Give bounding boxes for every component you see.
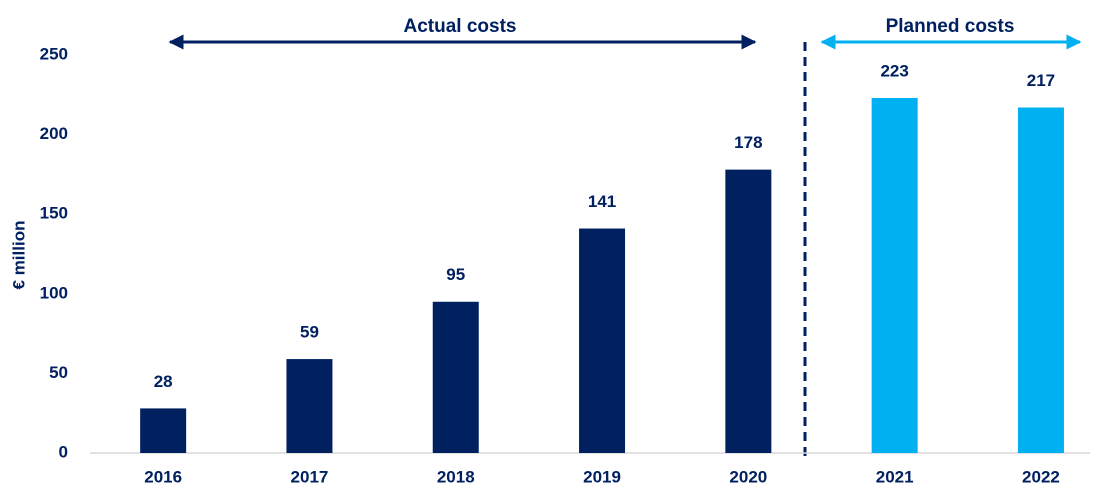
bar — [871, 97, 918, 453]
y-tick-label: 150 — [40, 204, 68, 223]
x-tick-label: 2020 — [729, 467, 767, 486]
x-tick-label: 2021 — [876, 467, 914, 486]
bar — [286, 359, 333, 453]
y-tick-label: 200 — [40, 124, 68, 143]
x-tick-label: 2018 — [437, 467, 475, 486]
annotation: Planned costs — [886, 16, 1015, 37]
data-label: 28 — [154, 372, 173, 391]
y-tick-label: 50 — [49, 363, 68, 382]
y-tick-label: 0 — [59, 442, 68, 461]
y-tick-label: 100 — [40, 283, 68, 302]
data-label: 59 — [300, 323, 319, 342]
bar — [140, 408, 187, 453]
data-label: 95 — [446, 265, 465, 284]
data-label: 141 — [588, 192, 616, 211]
data-label: 178 — [734, 133, 762, 152]
bar — [432, 301, 479, 453]
y-axis-label: € million — [9, 221, 28, 290]
data-label: 223 — [880, 61, 908, 80]
x-tick-label: 2017 — [291, 467, 329, 486]
bar — [725, 169, 772, 453]
x-tick-label: 2022 — [1022, 467, 1060, 486]
x-tick-label: 2019 — [583, 467, 621, 486]
bar — [579, 228, 626, 453]
y-tick-label: 250 — [40, 44, 68, 63]
annotation: Actual costs — [404, 16, 517, 37]
bar — [1017, 107, 1064, 453]
x-tick-label: 2016 — [144, 467, 182, 486]
data-label: 217 — [1027, 71, 1055, 90]
